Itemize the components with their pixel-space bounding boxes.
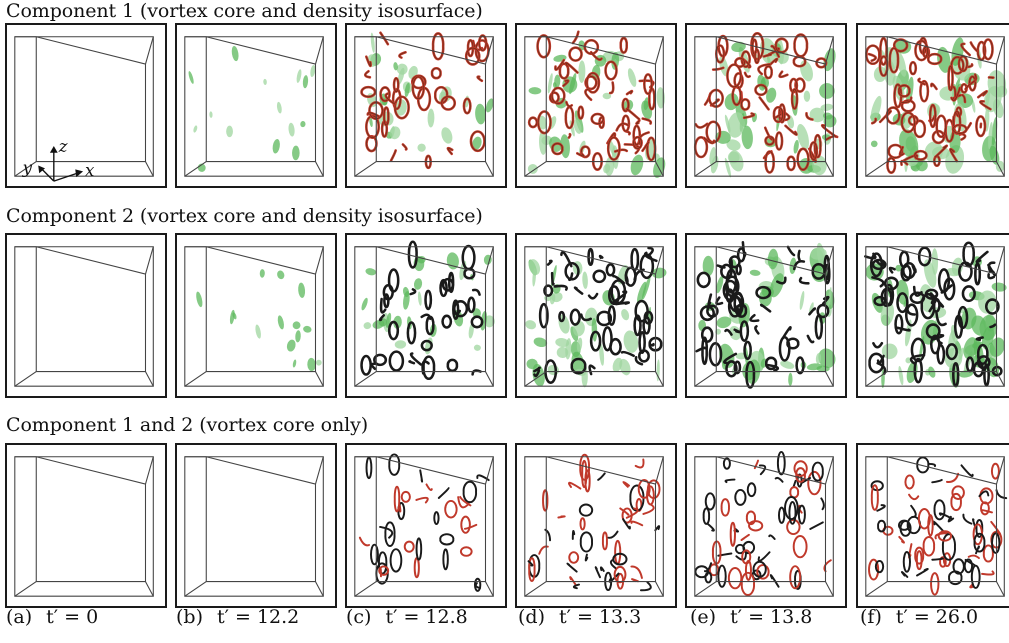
row-title-2: Component 2 (vortex core and density iso… xyxy=(6,205,483,227)
panel-row1-c xyxy=(345,23,507,188)
vortex-cores xyxy=(694,451,832,596)
panel-caption-a: (a) t′ = 0 xyxy=(6,606,98,628)
bounding-box-wireframe xyxy=(14,36,154,177)
vortex-box-render xyxy=(184,456,324,597)
vortex-box-render xyxy=(354,453,494,597)
vortex-box-render xyxy=(354,31,494,177)
panel-letter: (d) xyxy=(518,606,545,628)
vortex-box-render xyxy=(524,453,664,597)
panel-letter: (e) xyxy=(690,606,717,628)
density-isosurface xyxy=(527,40,666,178)
vortex-box-render xyxy=(865,36,1008,177)
time-label: t′ = 13.8 xyxy=(730,606,813,628)
panel-row3-a xyxy=(5,443,167,608)
bounding-box-wireframe xyxy=(865,246,1005,387)
time-label: t′ = 12.2 xyxy=(217,606,300,628)
vortex-cores xyxy=(865,36,995,174)
vortex-box-render xyxy=(14,456,154,597)
bounding-box-wireframe xyxy=(524,246,664,387)
panel-caption-d: (d) t′ = 13.3 xyxy=(518,606,641,628)
vortex-box-render xyxy=(524,30,666,178)
vortex-cores xyxy=(864,241,1003,388)
panel-row3-e xyxy=(685,443,847,608)
panel-caption-e: (e) t′ = 13.8 xyxy=(690,606,812,628)
vortex-cores xyxy=(358,453,490,592)
panel-row1-d xyxy=(515,23,677,188)
vortex-box-render xyxy=(14,246,154,387)
bounding-box-wireframe xyxy=(865,456,1005,597)
vortex-box-render xyxy=(184,36,324,177)
time-label: t′ = 0 xyxy=(46,606,99,628)
time-label: t′ = 13.3 xyxy=(559,606,642,628)
bounding-box-wireframe xyxy=(354,456,494,597)
panel-row1-b xyxy=(175,23,337,188)
axis-label-z: z xyxy=(58,137,68,156)
panel-row2-e xyxy=(685,233,847,398)
bounding-box-wireframe xyxy=(14,456,154,597)
panel-caption-b: (b) t′ = 12.2 xyxy=(176,606,299,628)
vortex-box-render: zx y xyxy=(14,36,154,182)
density-isosurface xyxy=(525,259,667,388)
panel-row3-d xyxy=(515,443,677,608)
bounding-box-wireframe xyxy=(694,36,834,177)
panel-caption-f: (f) t′ = 26.0 xyxy=(860,606,978,628)
axis-label-y: y xyxy=(22,158,33,177)
vortex-box-render xyxy=(865,456,1008,597)
panel-row2-c xyxy=(345,233,507,398)
bounding-box-wireframe xyxy=(354,246,494,387)
panel-caption-c: (c) t′ = 12.8 xyxy=(346,606,468,628)
panel-row1-e xyxy=(685,23,847,188)
panel-letter: (f) xyxy=(860,606,882,628)
density-isosurface xyxy=(196,269,322,372)
vortex-box-render xyxy=(694,240,836,389)
panel-letter: (c) xyxy=(346,606,372,628)
axes-indicator: zx y xyxy=(22,137,95,182)
density-isosurface xyxy=(188,45,316,172)
vortex-cores xyxy=(533,246,663,384)
vortex-cores xyxy=(360,31,490,170)
bounding-box-wireframe xyxy=(694,456,834,597)
bounding-box-wireframe xyxy=(694,246,834,387)
bounding-box-wireframe xyxy=(14,246,154,387)
panel-row3-c xyxy=(345,443,507,608)
panel-row3-b xyxy=(175,443,337,608)
vortex-cores xyxy=(695,240,831,389)
vortex-box-render xyxy=(184,246,324,387)
vortex-cores xyxy=(868,456,1008,596)
time-label: t′ = 12.8 xyxy=(385,606,468,628)
time-label: t′ = 26.0 xyxy=(895,606,979,628)
vortex-box-render xyxy=(864,241,1007,388)
bounding-box-wireframe xyxy=(354,36,494,177)
vortex-cores xyxy=(527,30,657,171)
bounding-box-wireframe xyxy=(184,456,324,597)
bounding-box-wireframe xyxy=(524,456,664,597)
vortex-cores xyxy=(693,32,839,174)
vortex-box-render xyxy=(354,240,495,387)
vortex-cores xyxy=(527,453,661,592)
axis-label-x: x xyxy=(85,161,95,180)
row-title-3: Component 1 and 2 (vortex core only) xyxy=(6,414,369,436)
panel-letter: (a) xyxy=(6,606,33,628)
bounding-box-wireframe xyxy=(184,246,324,387)
vortex-cores xyxy=(360,240,484,380)
bounding-box-wireframe xyxy=(865,36,1005,177)
bounding-box-wireframe xyxy=(524,36,664,177)
panel-letter: (b) xyxy=(176,606,203,628)
panel-row2-f xyxy=(856,233,1009,398)
panel-row1-f xyxy=(856,23,1009,188)
panel-row3-f xyxy=(856,443,1009,608)
row-title-1: Component 1 (vortex core and density iso… xyxy=(6,0,483,22)
vortex-box-render xyxy=(694,451,834,597)
panel-row2-d xyxy=(515,233,677,398)
bounding-box-wireframe xyxy=(184,36,324,177)
vortex-box-render xyxy=(693,32,839,178)
panel-row2-a xyxy=(5,233,167,398)
vortex-box-render xyxy=(524,246,667,388)
panel-row2-b xyxy=(175,233,337,398)
